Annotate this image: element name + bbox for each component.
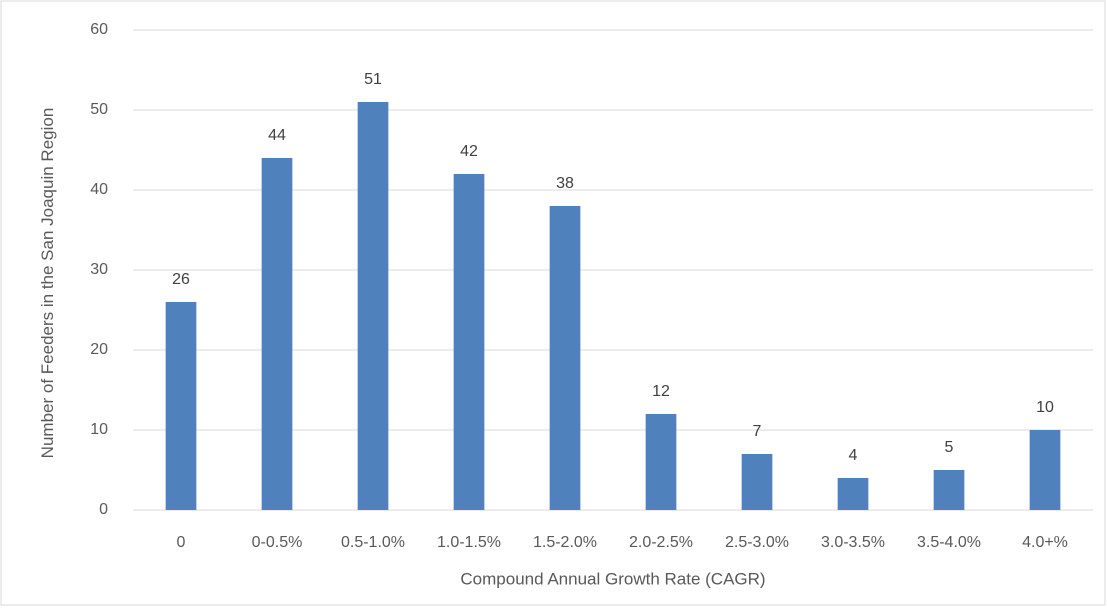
data-label: 4: [849, 447, 858, 464]
x-tick-label: 1.0-1.5%: [437, 534, 501, 551]
bar: [453, 174, 485, 510]
x-tick-label: 1.5-2.0%: [533, 534, 597, 551]
bar: [165, 302, 197, 510]
x-tick-label: 4.0+%: [1022, 534, 1068, 551]
data-label: 38: [556, 175, 574, 192]
data-label: 10: [1036, 399, 1054, 416]
data-label: 51: [364, 71, 382, 88]
bar: [1029, 430, 1061, 510]
x-tick-label: 2.0-2.5%: [629, 534, 693, 551]
data-label: 44: [268, 127, 286, 144]
data-label: 26: [172, 271, 190, 288]
bar: [741, 454, 773, 510]
x-tick-label: 0-0.5%: [252, 534, 303, 551]
data-label: 42: [460, 143, 478, 160]
x-tick-label: 3.0-3.5%: [821, 534, 885, 551]
y-tick-label: 30: [90, 261, 108, 278]
data-label: 7: [753, 423, 762, 440]
y-tick-label: 50: [90, 101, 108, 118]
x-tick-label: 0: [177, 534, 186, 551]
x-axis-label: Compound Annual Growth Rate (CAGR): [460, 569, 765, 588]
y-tick-label: 10: [90, 421, 108, 438]
y-tick-label: 60: [90, 21, 108, 38]
bar: [549, 206, 581, 510]
x-tick-label: 3.5-4.0%: [917, 534, 981, 551]
y-tick-label: 20: [90, 341, 108, 358]
bar: [645, 414, 677, 510]
x-tick-label: 2.5-3.0%: [725, 534, 789, 551]
y-tick-label: 0: [99, 501, 108, 518]
data-label: 12: [652, 383, 670, 400]
bar: [837, 478, 869, 510]
bar: [261, 158, 293, 510]
data-label: 5: [945, 439, 954, 456]
y-tick-label: 40: [90, 181, 108, 198]
bar: [933, 470, 965, 510]
x-tick-label: 0.5-1.0%: [341, 534, 405, 551]
y-axis-label: Number of Feeders in the San Joaquin Reg…: [38, 107, 57, 459]
bar: [357, 102, 389, 510]
